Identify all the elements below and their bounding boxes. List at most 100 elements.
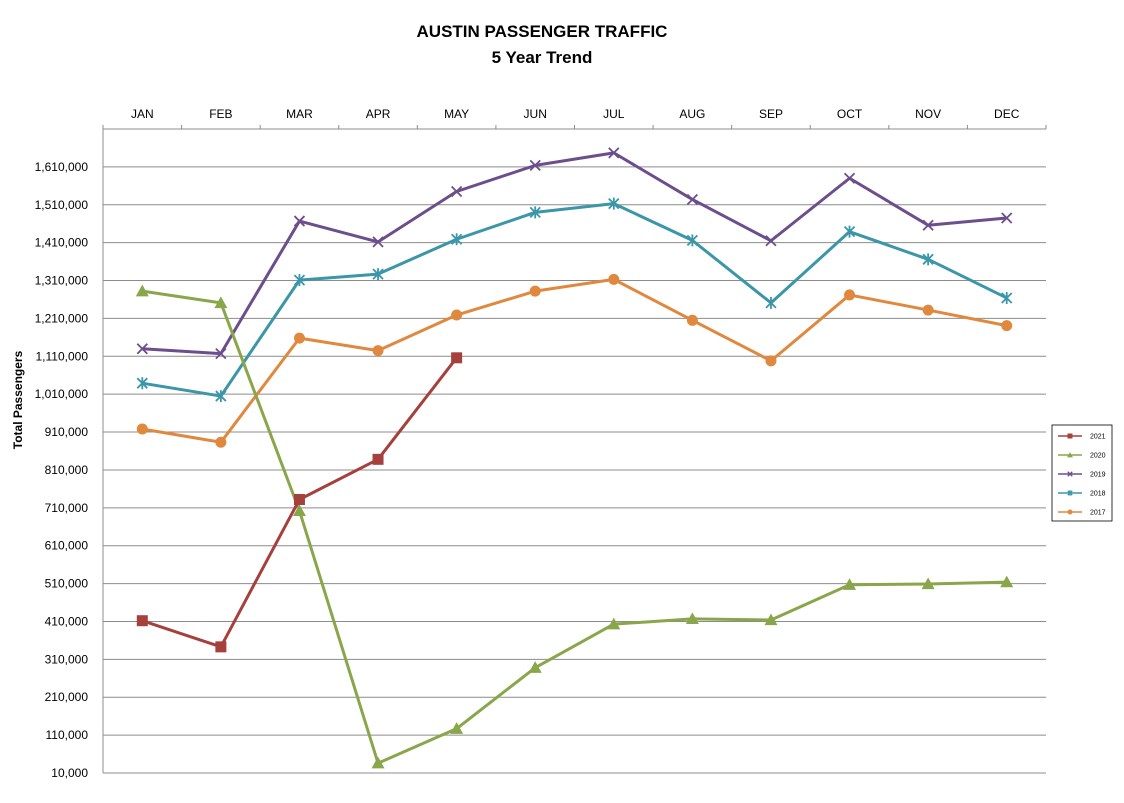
data-point <box>135 284 149 297</box>
legend-label: 2020 <box>1090 453 1106 460</box>
data-point <box>843 578 857 590</box>
data-point <box>765 355 777 367</box>
gridlines <box>103 166 1046 774</box>
data-point <box>844 289 856 301</box>
data-point <box>372 345 384 357</box>
data-point <box>451 352 463 364</box>
data-point <box>293 215 306 227</box>
legend: 2021 2020 2019 2018 2017 <box>1051 424 1113 522</box>
y-tick-label: 510,000 <box>45 577 89 591</box>
x-tick-label: AUG <box>679 107 705 121</box>
data-point <box>528 661 542 673</box>
series-layer <box>135 147 1014 769</box>
data-point <box>450 185 463 198</box>
data-point <box>371 756 385 769</box>
x-tick-label: OCT <box>837 107 863 121</box>
y-tick-label: 1,410,000 <box>35 236 89 250</box>
chart-subtitle: 5 Year Trend <box>492 48 593 67</box>
data-point <box>1067 509 1073 515</box>
data-point <box>451 309 463 321</box>
data-point <box>215 436 227 448</box>
data-point <box>685 612 699 625</box>
data-point <box>686 193 699 206</box>
y-tick-label: 110,000 <box>46 728 89 742</box>
x-tick-label: APR <box>366 107 391 121</box>
x-tick-label: JAN <box>131 107 154 121</box>
data-point <box>608 273 620 285</box>
legend-item: 2017 <box>1058 510 1106 517</box>
data-point <box>922 304 934 316</box>
series-2020 <box>135 284 1014 769</box>
data-point <box>450 722 464 734</box>
data-point <box>293 332 305 344</box>
series-2021 <box>136 352 463 653</box>
data-point <box>1067 433 1073 439</box>
data-point <box>136 423 148 435</box>
legend-label: 2021 <box>1090 434 1106 441</box>
data-point <box>372 236 384 248</box>
data-point <box>686 234 699 247</box>
x-tick-label: JUL <box>603 107 625 121</box>
data-point <box>136 343 148 355</box>
data-point <box>529 206 541 219</box>
y-tick-label: 1,110,000 <box>36 349 89 363</box>
x-tick-label: DEC <box>994 107 1020 121</box>
axes <box>102 125 1047 773</box>
data-point <box>450 233 463 246</box>
data-point <box>765 296 777 309</box>
x-tick-label: MAR <box>286 107 313 121</box>
data-point <box>922 253 934 266</box>
data-point <box>1067 452 1073 458</box>
data-point <box>686 314 698 326</box>
y-tick-label: 610,000 <box>45 539 89 553</box>
series-2019 <box>136 147 1013 360</box>
data-point <box>1001 320 1013 332</box>
data-point <box>1001 291 1013 304</box>
data-point <box>136 377 148 390</box>
x-tick-label: SEP <box>759 107 783 121</box>
data-point <box>765 235 777 247</box>
legend-item: 2021 <box>1058 434 1106 441</box>
data-point <box>843 225 856 238</box>
data-point <box>921 577 935 590</box>
x-tick-label: MAY <box>444 107 469 121</box>
x-tick-label: NOV <box>915 107 941 121</box>
data-point <box>372 453 384 465</box>
data-point <box>608 147 620 159</box>
data-point <box>529 285 541 297</box>
y-tick-label: 210,000 <box>45 690 89 704</box>
legend-item: 2020 <box>1058 452 1106 460</box>
y-tick-label: 310,000 <box>45 652 89 666</box>
x-tick-label: FEB <box>209 107 232 121</box>
y-tick-label: 1,310,000 <box>35 274 89 288</box>
y-tick-label: 1,210,000 <box>35 311 89 325</box>
series-line <box>142 151 1007 356</box>
y-tick-label: 10,000 <box>51 766 88 780</box>
series-line <box>142 202 1008 398</box>
legend-item: 2018 <box>1058 490 1106 498</box>
data-point <box>136 615 148 627</box>
series-2017 <box>136 273 1013 448</box>
data-point <box>214 296 228 309</box>
data-point <box>215 641 227 653</box>
data-point <box>1001 212 1013 224</box>
y-tick-label: 1,610,000 <box>35 160 89 174</box>
data-point <box>293 493 305 505</box>
data-point <box>293 274 306 287</box>
data-point <box>215 348 227 360</box>
y-tick-label: 1,010,000 <box>35 387 89 401</box>
data-point <box>1067 471 1073 477</box>
series-line <box>142 277 1007 444</box>
data-point <box>292 504 306 517</box>
y-tick-label: 410,000 <box>45 614 89 628</box>
legend-label: 2017 <box>1090 510 1106 517</box>
legend-label: 2019 <box>1090 472 1106 479</box>
data-point <box>843 172 856 184</box>
y-tick-label: 810,000 <box>45 463 89 477</box>
x-tick-labels: JAN FEB MAR APR MAY JUN JUL AUG SEP OCT NOV DEC <box>131 107 1020 121</box>
legend-label: 2018 <box>1090 491 1106 498</box>
series-2018 <box>136 197 1013 403</box>
y-tick-labels: 10,000 110,000 210,000 310,000 410,000 510,00… <box>35 160 89 780</box>
x-tick-label: JUN <box>524 107 547 121</box>
